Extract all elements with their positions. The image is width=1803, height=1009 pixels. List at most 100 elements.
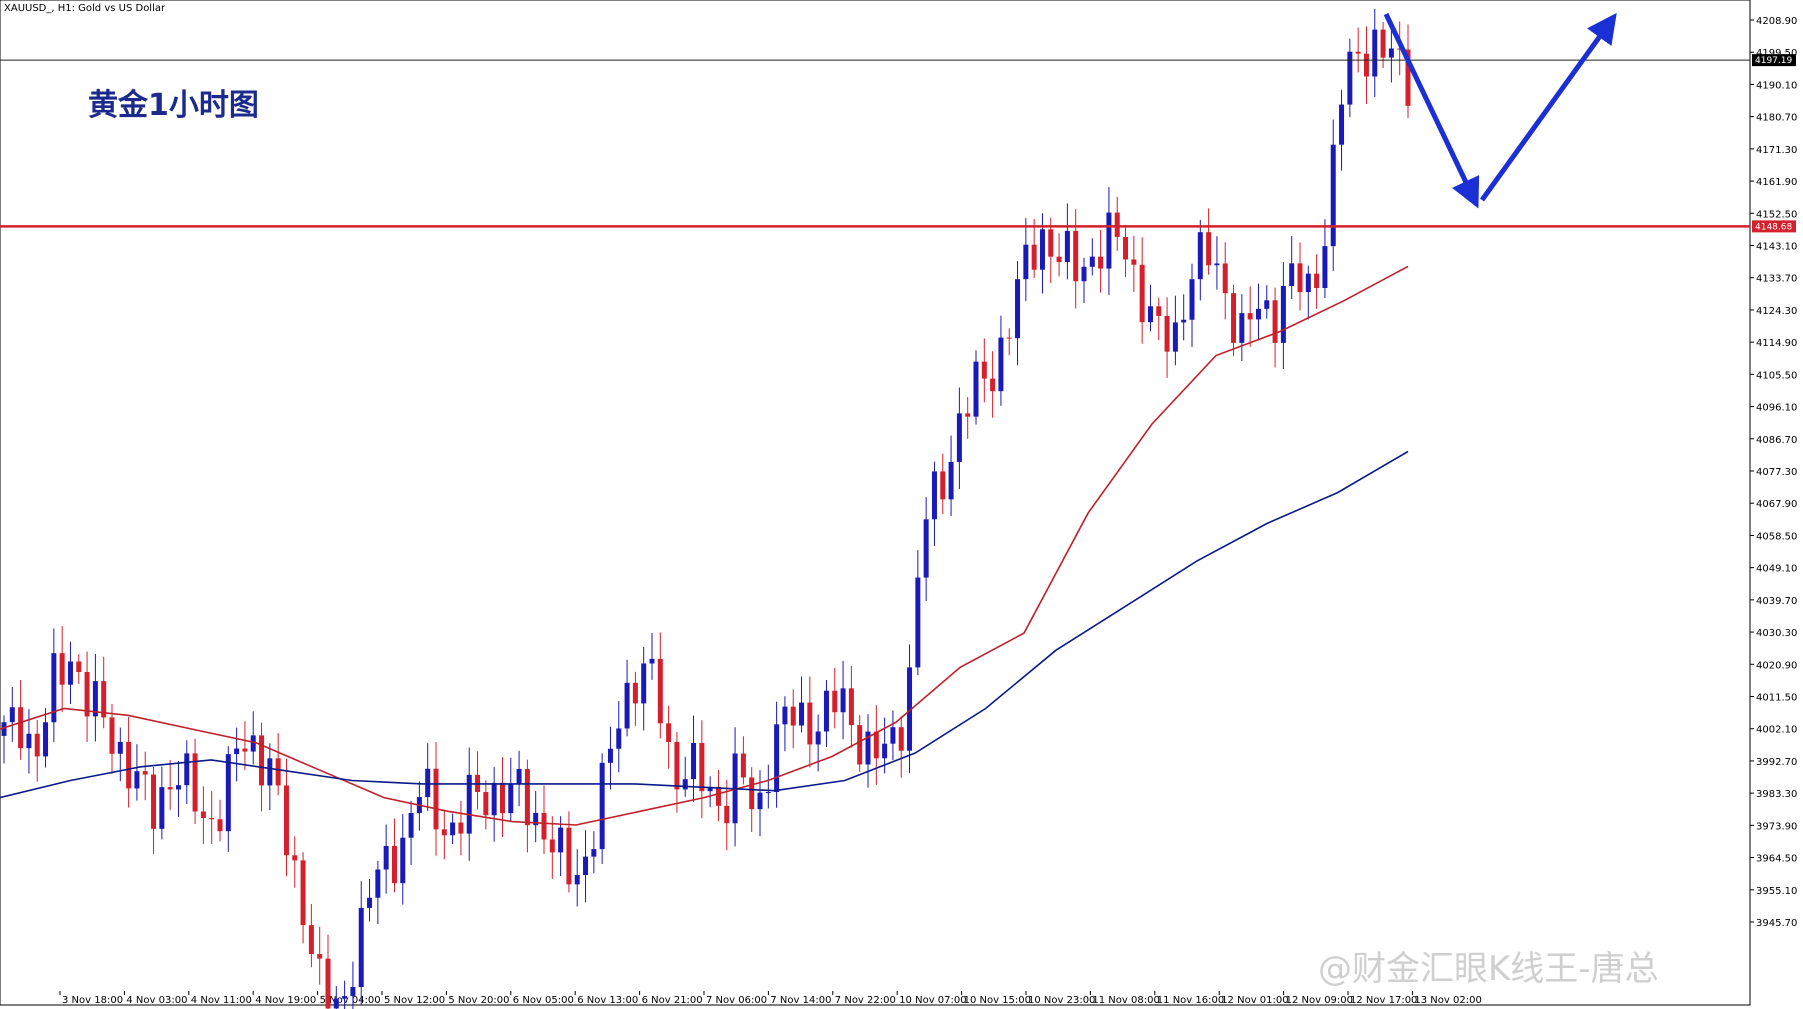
candle-body-up bbox=[1172, 322, 1178, 352]
candle-body-up bbox=[533, 812, 539, 826]
candle-body-up bbox=[774, 724, 780, 793]
candle-body-down bbox=[283, 785, 289, 856]
chart-title: 黄金1小时图 bbox=[88, 88, 259, 123]
y-tick-label: 4124.30 bbox=[1756, 306, 1797, 317]
current-price-tag bbox=[1752, 54, 1796, 67]
y-tick-label: 3992.70 bbox=[1756, 757, 1797, 768]
candle-body-down bbox=[749, 777, 755, 810]
y-tick-label: 3973.90 bbox=[1756, 821, 1797, 832]
candle-body-up bbox=[250, 735, 256, 752]
candle-body-up bbox=[1015, 279, 1021, 339]
candle-body-up bbox=[425, 768, 431, 798]
projection-arrow-up bbox=[1479, 12, 1617, 202]
candle-body-down bbox=[873, 731, 879, 759]
candle-body-down bbox=[76, 661, 82, 673]
candle-body-up bbox=[607, 748, 613, 763]
candle-body-up bbox=[491, 782, 497, 816]
candle-body-up bbox=[1147, 306, 1153, 323]
candle-body-down bbox=[898, 727, 904, 751]
y-tick-label: 4208.90 bbox=[1756, 16, 1797, 27]
x-tick-label: 3 Nov 18:00 bbox=[62, 995, 123, 1006]
candle-body-down bbox=[192, 753, 198, 812]
candle-body-down bbox=[1405, 49, 1411, 106]
candle-body-up bbox=[757, 792, 763, 810]
candle-body-down bbox=[981, 361, 987, 379]
candle-body-up bbox=[450, 822, 456, 836]
y-tick-label: 4096.10 bbox=[1756, 403, 1797, 414]
candle-body-up bbox=[1023, 244, 1029, 280]
candle-body-down bbox=[1231, 293, 1237, 343]
candle-body-up bbox=[1106, 212, 1112, 269]
candle-body-up bbox=[907, 667, 913, 751]
candle-body-down bbox=[524, 768, 530, 826]
candle-body-up bbox=[51, 653, 57, 723]
x-tick-label: 11 Nov 16:00 bbox=[1157, 995, 1224, 1006]
candle-body-up bbox=[616, 728, 622, 749]
candle-body-up bbox=[1289, 263, 1295, 287]
candle-body-down bbox=[1363, 53, 1369, 77]
candle-body-up bbox=[508, 784, 514, 814]
candle-body-up bbox=[865, 731, 871, 765]
candle-body-down bbox=[990, 378, 996, 392]
candle-body-down bbox=[832, 690, 838, 713]
candle-body-down bbox=[848, 688, 854, 726]
ma-slow-line bbox=[0, 450, 1409, 799]
candle-body-up bbox=[134, 771, 140, 789]
y-tick-label: 4020.90 bbox=[1756, 660, 1797, 671]
candle-body-up bbox=[159, 787, 165, 829]
y-tick-label: 4077.30 bbox=[1756, 467, 1797, 478]
x-tick-label: 7 Nov 14:00 bbox=[770, 995, 831, 1006]
y-tick-label: 4039.70 bbox=[1756, 596, 1797, 607]
candle-body-down bbox=[1031, 244, 1037, 270]
overlays: 4197.19 4148.68 bbox=[0, 12, 1796, 233]
candle-body-up bbox=[26, 733, 32, 749]
candle-body-down bbox=[101, 681, 107, 718]
candle-body-down bbox=[391, 845, 397, 884]
x-tick-label: 6 Nov 13:00 bbox=[577, 995, 638, 1006]
candle-body-up bbox=[782, 706, 788, 725]
candle-body-down bbox=[657, 658, 663, 724]
candle-body-down bbox=[541, 812, 547, 840]
candle-body-up bbox=[574, 875, 580, 885]
y-tick-label: 4058.50 bbox=[1756, 531, 1797, 542]
x-tick-label: 11 Nov 08:00 bbox=[1092, 995, 1159, 1006]
candle-body-down bbox=[499, 782, 505, 814]
candle-body-down bbox=[1206, 232, 1212, 266]
candle-body-down bbox=[1006, 337, 1012, 339]
x-axis: 3 Nov 18:00 4 Nov 03:00 4 Nov 11:00 4 Nov 1… bbox=[59, 991, 1482, 1006]
candle-body-up bbox=[599, 762, 605, 850]
candle-body-down bbox=[109, 717, 115, 754]
plot-area bbox=[0, 0, 1751, 1006]
y-tick-label: 4105.50 bbox=[1756, 370, 1797, 381]
candle-body-down bbox=[1164, 315, 1170, 352]
candle-body-up bbox=[333, 998, 339, 1009]
resistance-price-value: 4148.68 bbox=[1755, 222, 1792, 232]
candle-body-down bbox=[1156, 306, 1162, 316]
candle-body-up bbox=[1388, 48, 1394, 58]
ma-fast-line bbox=[0, 265, 1409, 826]
current-price-value: 4197.19 bbox=[1755, 56, 1792, 66]
projection-arrow-down bbox=[1383, 12, 1480, 209]
y-tick-label: 4067.90 bbox=[1756, 499, 1797, 510]
candle-body-down bbox=[275, 758, 281, 786]
candle-body-up bbox=[1197, 232, 1203, 280]
candle-body-up bbox=[583, 856, 589, 876]
y-tick-label: 4180.70 bbox=[1756, 113, 1797, 124]
y-tick-label: 4114.90 bbox=[1756, 338, 1797, 349]
candle-body-down bbox=[242, 748, 248, 752]
candle-body-down bbox=[217, 819, 223, 832]
candle-body-up bbox=[342, 996, 348, 999]
candle-body-up bbox=[799, 702, 805, 726]
y-tick-label: 3983.30 bbox=[1756, 789, 1797, 800]
y-axis: 4208.90 4199.50 4190.10 4180.70 4171.30 4161.… bbox=[1750, 16, 1797, 929]
x-tick-label: 5 Nov 12:00 bbox=[384, 995, 445, 1006]
candle-body-down bbox=[1131, 259, 1137, 265]
candle-body-up bbox=[383, 845, 389, 870]
candle-body-up bbox=[591, 849, 597, 857]
candle-body-down bbox=[1314, 273, 1320, 289]
candle-body-up bbox=[649, 658, 655, 664]
candle-body-down bbox=[433, 768, 439, 830]
candle-body-down bbox=[715, 786, 721, 806]
candle-body-down bbox=[317, 954, 323, 959]
